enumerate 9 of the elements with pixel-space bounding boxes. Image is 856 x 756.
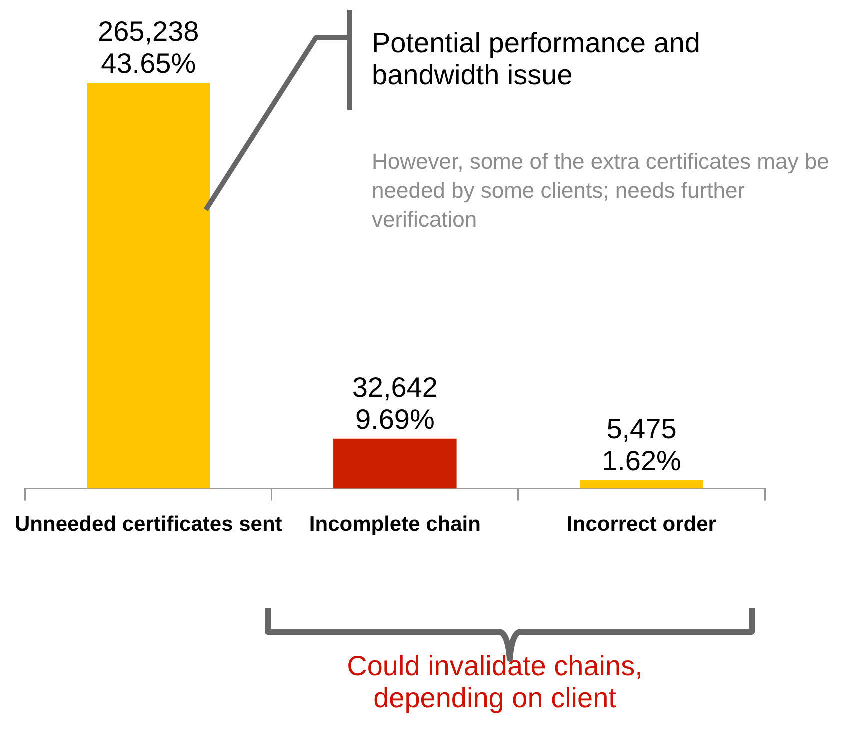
x-tick-label: Incorrect order xyxy=(567,513,716,536)
data-label: 5,475 1.62% xyxy=(602,413,682,476)
data-label: 32,642 9.69% xyxy=(352,372,438,435)
annotation: However, some of the extra certificates may be needed by some clients; needs further verification xyxy=(372,149,830,232)
text: Could invalidate chains, depending on client xyxy=(347,650,643,714)
x-tick-label: Incomplete chain xyxy=(309,513,481,536)
data-label: 265,238 43.65% xyxy=(98,16,200,79)
x-tick-label: Unneeded certificates sent xyxy=(14,513,282,536)
annotation: Potential performance and bandwidth issue xyxy=(372,28,700,91)
